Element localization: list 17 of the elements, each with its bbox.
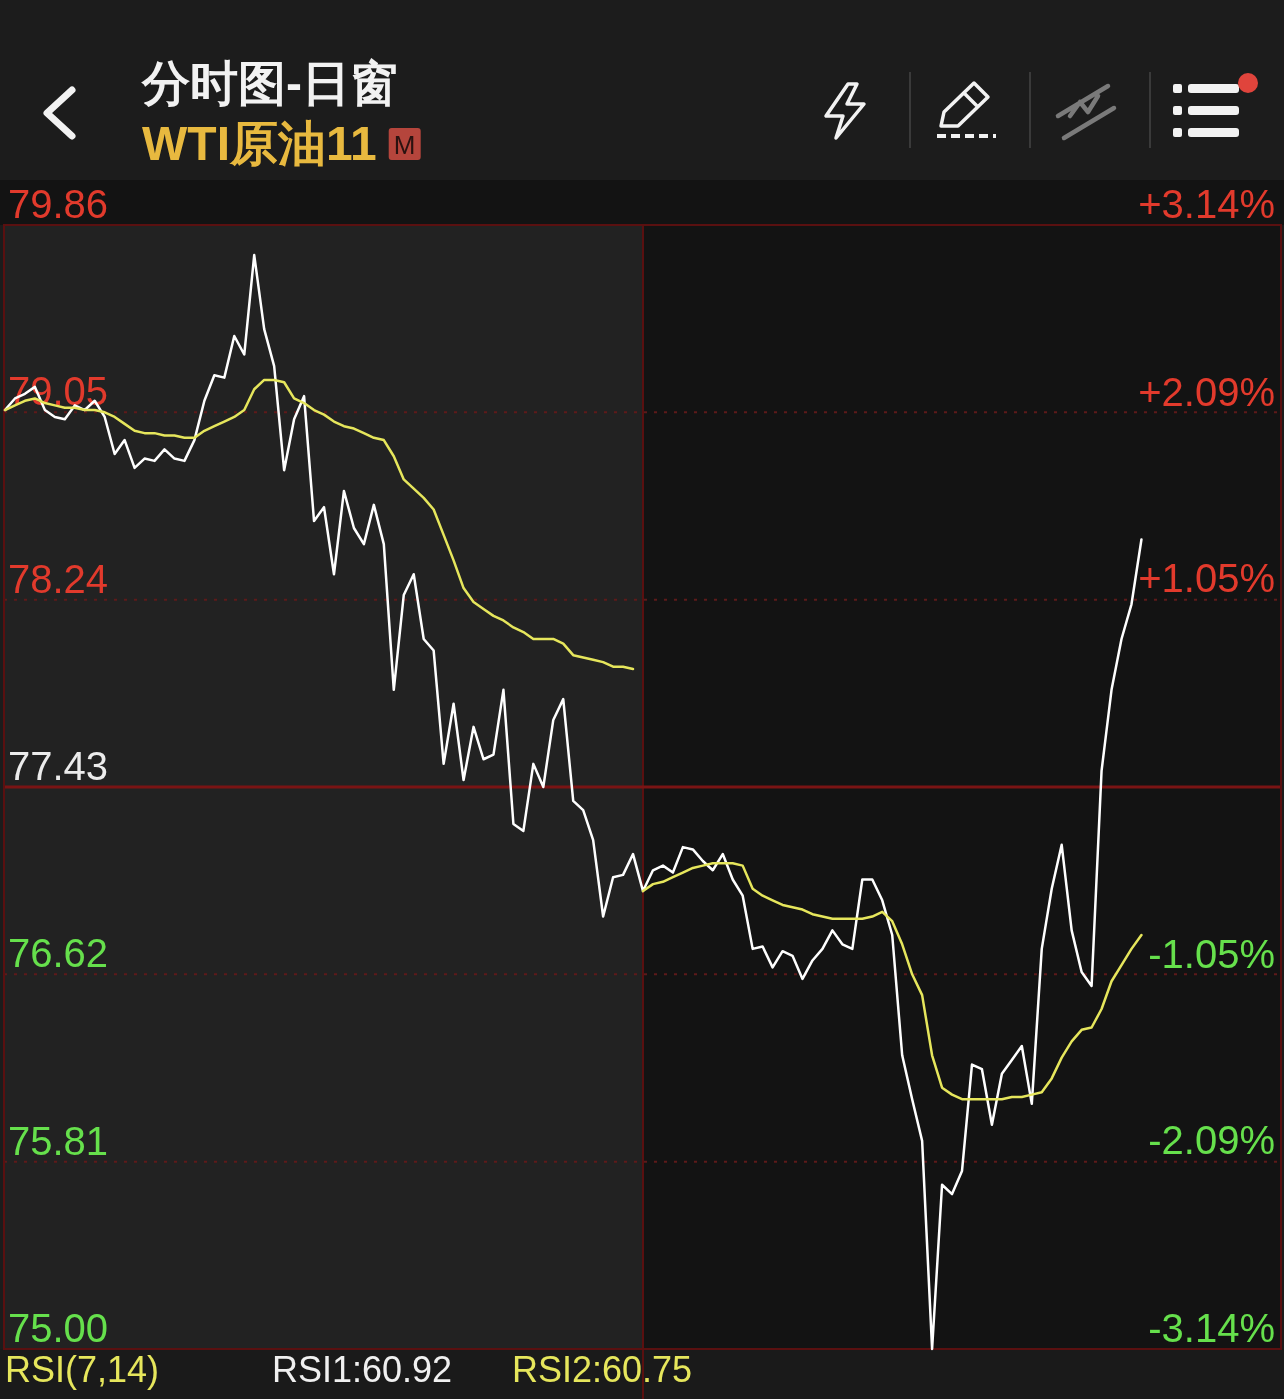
y-tick-label: 79.86	[8, 182, 109, 226]
y2-tick-label: -2.09%	[1148, 1118, 1275, 1163]
y2-tick-label: +2.09%	[1138, 369, 1275, 414]
y-tick-label: 76.62	[8, 931, 109, 976]
y-tick-label: 75.00	[8, 1306, 109, 1350]
annotation: RSI2:60.75	[512, 1349, 693, 1390]
y-tick-label: 77.43	[8, 744, 109, 788]
chart-title: 分时图-日窗	[141, 57, 398, 110]
annotation: RSI1:60.92	[272, 1349, 453, 1390]
chart-subtitle: WTI原油11	[142, 117, 377, 170]
y2-tick-label: +3.14%	[1138, 182, 1275, 226]
y-tick-label: 78.24	[8, 556, 109, 601]
y2-tick-label: -1.05%	[1148, 931, 1275, 976]
annotation: RSI(7,14)	[5, 1349, 160, 1390]
y2-tick-label: +1.05%	[1138, 556, 1275, 601]
y2-tick-label: -3.14%	[1148, 1306, 1275, 1350]
y-tick-label: 75.81	[8, 1118, 109, 1163]
